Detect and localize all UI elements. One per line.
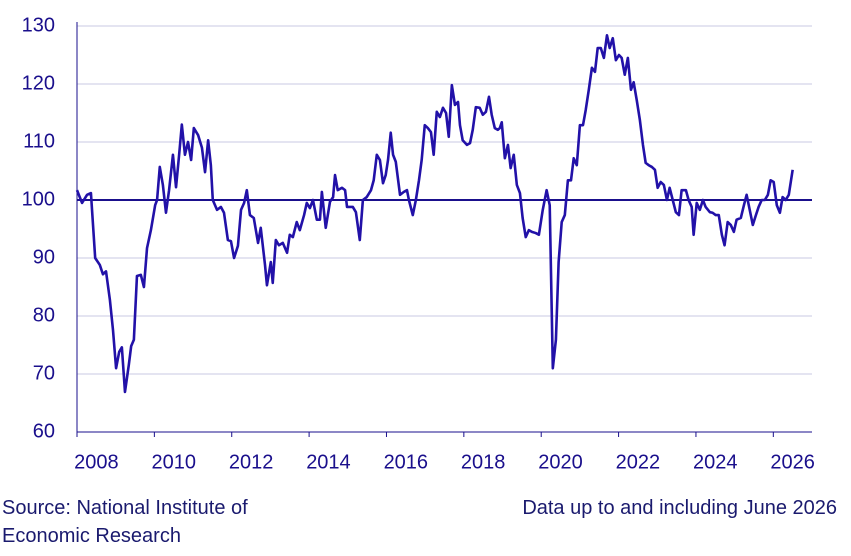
x-tick-label: 2016 [384,451,429,473]
y-tick-label: 100 [22,188,55,210]
y-tick-label: 110 [23,130,55,152]
x-tick-label: 2010 [151,451,196,473]
chart: 60 70 80 90 100 110 120 130 2008 2010 2012 2014 2016… [22,14,815,473]
source: Source: National Institute of Economic R… [2,497,248,547]
data-line [75,33,794,394]
y-tick-label: 120 [22,72,55,94]
y-tick-label: 130 [22,14,55,36]
y-tick-label: 60 [33,420,55,442]
x-tick-label: 2026 [770,451,815,473]
y-tick-label: 90 [33,246,55,268]
x-tick-label: 2008 [74,451,119,473]
x-tick-label: 2014 [306,451,351,473]
x-tick-label: 2020 [538,451,583,473]
x-tick-label: 2022 [616,451,661,473]
y-tick-label: 80 [33,304,55,326]
y-tick-label: 70 [33,362,55,384]
x-tick-label: 2012 [229,451,274,473]
note: Data up to and including June 2026 [522,497,837,519]
x-tick-label: 2018 [461,451,506,473]
x-tick-label: 2024 [693,451,738,473]
